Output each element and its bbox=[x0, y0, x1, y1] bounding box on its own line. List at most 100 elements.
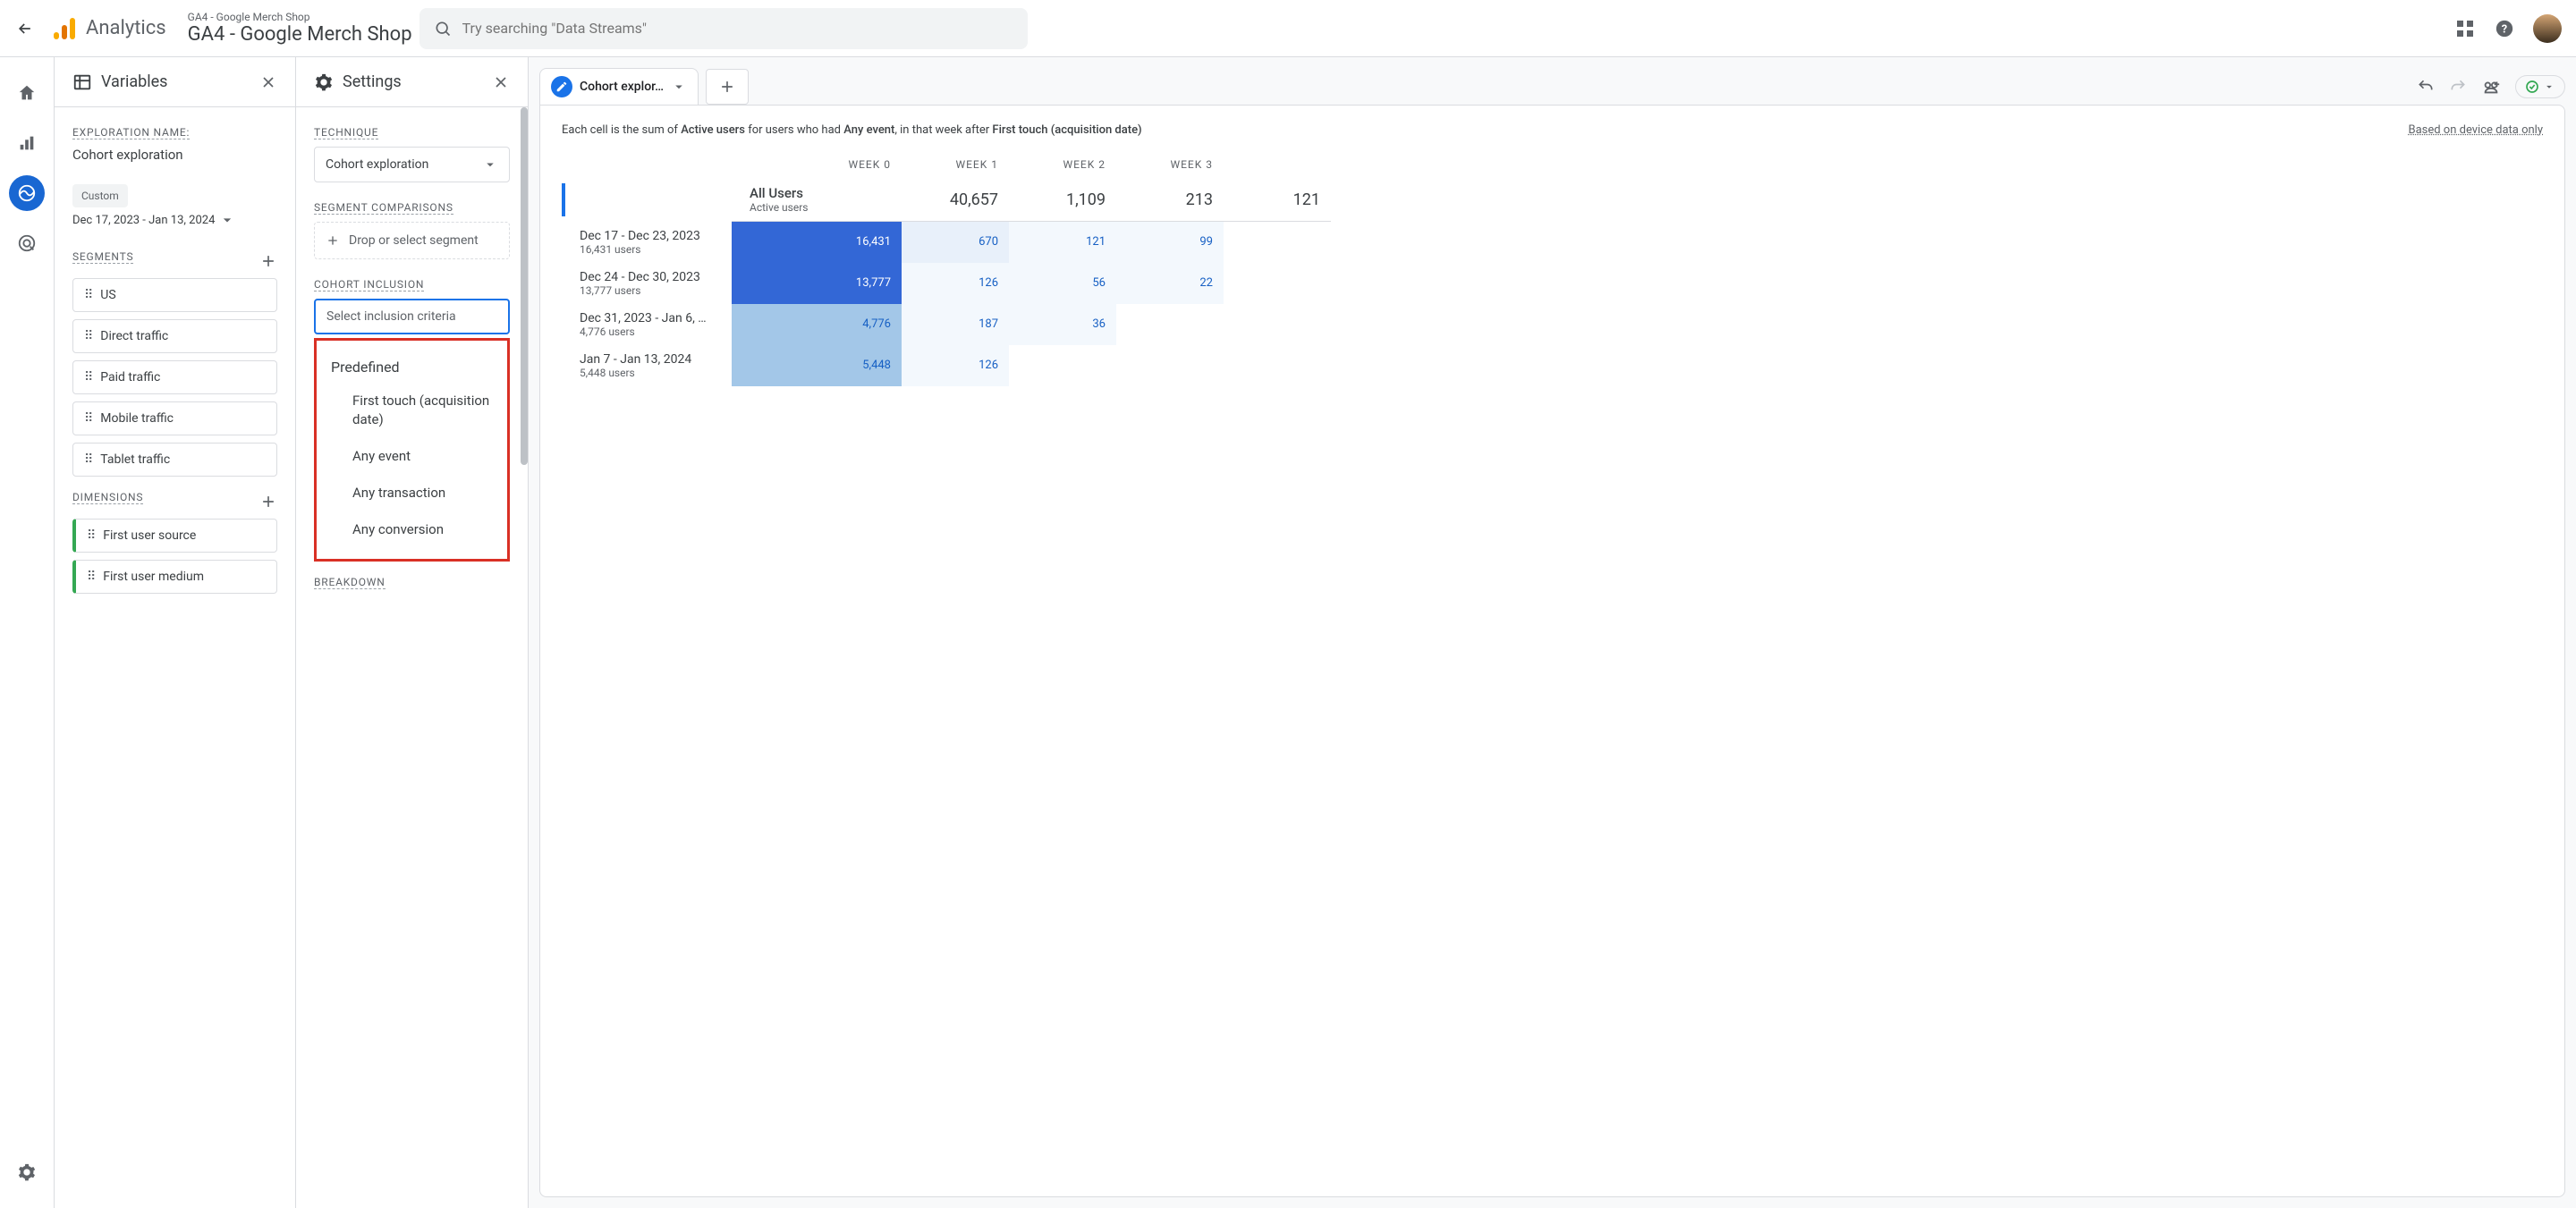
dropdown-item[interactable]: Any transaction bbox=[317, 475, 507, 511]
segments-list: ⠿US⠿Direct traffic⠿Paid traffic⠿Mobile t… bbox=[72, 278, 277, 477]
chip-label: First user medium bbox=[103, 570, 204, 584]
chevron-down-icon bbox=[482, 156, 498, 173]
exploration-tab[interactable]: Cohort explor… bbox=[539, 68, 699, 105]
edit-icon bbox=[551, 76, 572, 97]
settings-title: Settings bbox=[343, 72, 402, 91]
settings-panel: Settings TECHNIQUE Cohort exploration SE… bbox=[295, 57, 528, 1208]
technique-label: TECHNIQUE bbox=[314, 126, 378, 139]
segment-chip[interactable]: ⠿Direct traffic bbox=[72, 319, 277, 353]
header-right: ? bbox=[2454, 14, 2562, 43]
segment-chip[interactable]: ⠿Paid traffic bbox=[72, 360, 277, 394]
left-nav-rail bbox=[0, 57, 54, 1208]
add-segment-button[interactable] bbox=[259, 252, 277, 270]
data-cell: 56 bbox=[1009, 263, 1116, 304]
total-cell: 213 bbox=[1116, 178, 1224, 222]
row-label: Dec 31, 2023 - Jan 6, … bbox=[580, 311, 721, 325]
svg-text:?: ? bbox=[2502, 22, 2507, 36]
data-cell: 121 bbox=[1009, 222, 1116, 263]
technique-value: Cohort exploration bbox=[326, 157, 428, 172]
data-cell: 5,448 bbox=[732, 345, 902, 386]
nav-explore-icon[interactable] bbox=[9, 175, 45, 211]
drag-handle-icon: ⠿ bbox=[87, 528, 94, 543]
row-sublabel: 4,776 users bbox=[580, 325, 721, 338]
close-variables-icon[interactable] bbox=[259, 73, 277, 91]
table-row: Dec 31, 2023 - Jan 6, …4,776 users4,7761… bbox=[562, 304, 1331, 345]
dropdown-item[interactable]: First touch (acquisition date) bbox=[317, 383, 507, 438]
nav-advertising-icon[interactable] bbox=[9, 225, 45, 261]
dropdown-item[interactable]: Any conversion bbox=[317, 511, 507, 548]
variables-icon bbox=[72, 72, 92, 92]
data-cell bbox=[1116, 304, 1224, 345]
new-tab-button[interactable] bbox=[706, 69, 749, 105]
data-cell: 99 bbox=[1116, 222, 1224, 263]
settings-body: TECHNIQUE Cohort exploration SEGMENT COM… bbox=[296, 107, 528, 1208]
date-range-picker[interactable]: Custom Dec 17, 2023 - Jan 13, 2024 bbox=[72, 184, 277, 229]
segments-label: SEGMENTS bbox=[72, 250, 133, 264]
search-input[interactable] bbox=[462, 20, 1013, 37]
header: Analytics GA4 - Google Merch Shop GA4 - … bbox=[0, 0, 2576, 57]
avatar[interactable] bbox=[2533, 14, 2562, 43]
variables-header: Variables bbox=[55, 57, 295, 107]
segment-chip[interactable]: ⠿Tablet traffic bbox=[72, 443, 277, 477]
back-arrow-icon[interactable] bbox=[14, 18, 36, 39]
data-cell: 13,777 bbox=[732, 263, 902, 304]
device-data-link[interactable]: Based on device data only bbox=[2408, 123, 2543, 137]
search-bar[interactable] bbox=[419, 8, 1028, 49]
scrollbar[interactable] bbox=[521, 107, 528, 1208]
inclusion-criteria-input[interactable]: Select inclusion criteria bbox=[314, 299, 510, 334]
logo-block: Analytics bbox=[50, 14, 166, 43]
drag-handle-icon: ⠿ bbox=[84, 452, 91, 467]
row-label: Dec 24 - Dec 30, 2023 bbox=[580, 270, 721, 284]
nav-settings-icon[interactable] bbox=[9, 1154, 45, 1190]
dimension-chip[interactable]: ⠿First user source bbox=[72, 519, 277, 553]
analytics-label: Analytics bbox=[86, 17, 166, 39]
close-settings-icon[interactable] bbox=[492, 73, 510, 91]
dropdown-item[interactable]: Any event bbox=[317, 438, 507, 475]
exploration-name-input[interactable]: Cohort exploration bbox=[72, 147, 277, 163]
main: Variables EXPLORATION NAME: Cohort explo… bbox=[0, 57, 2576, 1208]
dimension-chip[interactable]: ⠿First user medium bbox=[72, 560, 277, 594]
content-area: Cohort explor… Each cell is the su bbox=[528, 57, 2576, 1208]
drop-text: Drop or select segment bbox=[349, 233, 479, 248]
exploration-name-label: EXPLORATION NAME: bbox=[72, 126, 190, 139]
status-pill[interactable] bbox=[2515, 75, 2565, 98]
cohort-inclusion-label: COHORT INCLUSION bbox=[314, 278, 424, 291]
apps-icon[interactable] bbox=[2454, 18, 2476, 39]
segment-drop-zone[interactable]: Drop or select segment bbox=[314, 222, 510, 259]
dropdown-group-label: Predefined bbox=[317, 351, 507, 383]
redo-icon[interactable] bbox=[2449, 78, 2467, 96]
data-cell: 4,776 bbox=[732, 304, 902, 345]
plus-icon bbox=[326, 233, 340, 248]
undo-icon[interactable] bbox=[2417, 78, 2435, 96]
column-header: WEEK 0 bbox=[732, 151, 902, 178]
nav-home-icon[interactable] bbox=[9, 75, 45, 111]
property-selector[interactable]: GA4 - Google Merch Shop GA4 - Google Mer… bbox=[188, 11, 412, 46]
row-label: All Users bbox=[750, 185, 891, 201]
help-icon[interactable]: ? bbox=[2494, 18, 2515, 39]
variables-body: EXPLORATION NAME: Cohort exploration Cus… bbox=[55, 107, 295, 1208]
row-sublabel: 16,431 users bbox=[580, 243, 721, 256]
chip-label: Mobile traffic bbox=[100, 411, 174, 426]
segment-chip[interactable]: ⠿US bbox=[72, 278, 277, 312]
inclusion-dropdown: Predefined First touch (acquisition date… bbox=[314, 338, 510, 562]
total-cell: 40,657 bbox=[902, 178, 1009, 222]
segment-comp-label: SEGMENT COMPARISONS bbox=[314, 201, 453, 215]
variables-title: Variables bbox=[101, 72, 167, 91]
technique-select[interactable]: Cohort exploration bbox=[314, 147, 510, 182]
breakdown-label: BREAKDOWN bbox=[314, 576, 386, 589]
row-sublabel: Active users bbox=[750, 201, 891, 214]
table-row: Jan 7 - Jan 13, 20245,448 users5,448126 bbox=[562, 345, 1331, 386]
share-icon[interactable] bbox=[2481, 77, 2501, 97]
data-cell: 670 bbox=[902, 222, 1009, 263]
report-description: Each cell is the sum of Active users for… bbox=[562, 123, 2543, 137]
analytics-logo-icon bbox=[50, 14, 79, 43]
dimensions-list: ⠿First user source⠿First user medium bbox=[72, 519, 277, 594]
toolbar-right bbox=[2417, 75, 2565, 98]
chip-label: Paid traffic bbox=[100, 370, 160, 384]
add-dimension-button[interactable] bbox=[259, 493, 277, 511]
data-cell: 126 bbox=[902, 345, 1009, 386]
nav-reports-icon[interactable] bbox=[9, 125, 45, 161]
tab-name: Cohort explor… bbox=[580, 80, 664, 94]
dimensions-label: DIMENSIONS bbox=[72, 491, 143, 504]
segment-chip[interactable]: ⠿Mobile traffic bbox=[72, 401, 277, 435]
